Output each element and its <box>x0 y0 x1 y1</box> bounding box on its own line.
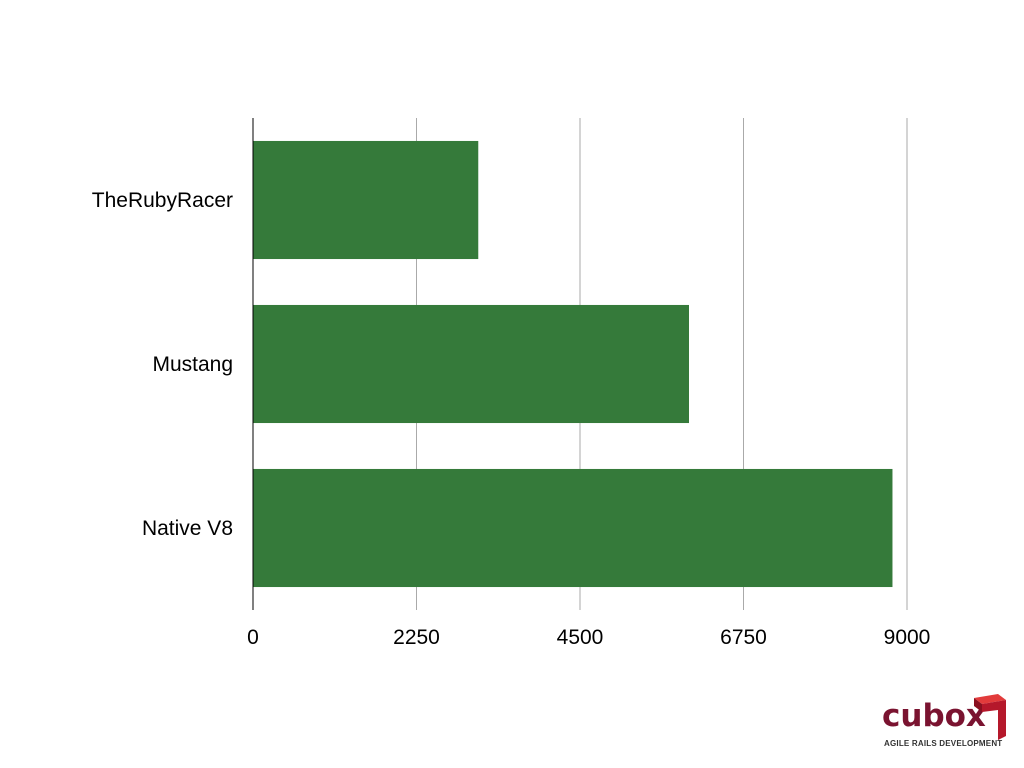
category-label: Mustang <box>152 353 233 376</box>
category-label: TheRubyRacer <box>92 189 233 212</box>
x-tick-label: 0 <box>247 626 259 649</box>
category-label: Native V8 <box>142 517 233 540</box>
logo-wordmark: cubox <box>882 698 986 734</box>
cubox-logo: cubox AGILE RAILS DEVELOPMENT <box>882 692 1008 752</box>
x-tick-label: 9000 <box>884 626 931 649</box>
bar-mustang <box>253 304 689 424</box>
bars <box>253 140 893 588</box>
category-labels: TheRubyRacer Mustang Native V8 <box>92 189 233 540</box>
x-tick-label: 4500 <box>557 626 604 649</box>
bar-native-v8 <box>253 468 893 588</box>
cube-icon <box>974 694 1006 740</box>
x-tick-labels: 0 2250 4500 6750 9000 <box>247 626 930 649</box>
logo-tagline: AGILE RAILS DEVELOPMENT <box>884 739 1003 748</box>
x-tick-label: 6750 <box>720 626 767 649</box>
x-tick-label: 2250 <box>393 626 440 649</box>
bar-therubyracer <box>253 140 479 260</box>
